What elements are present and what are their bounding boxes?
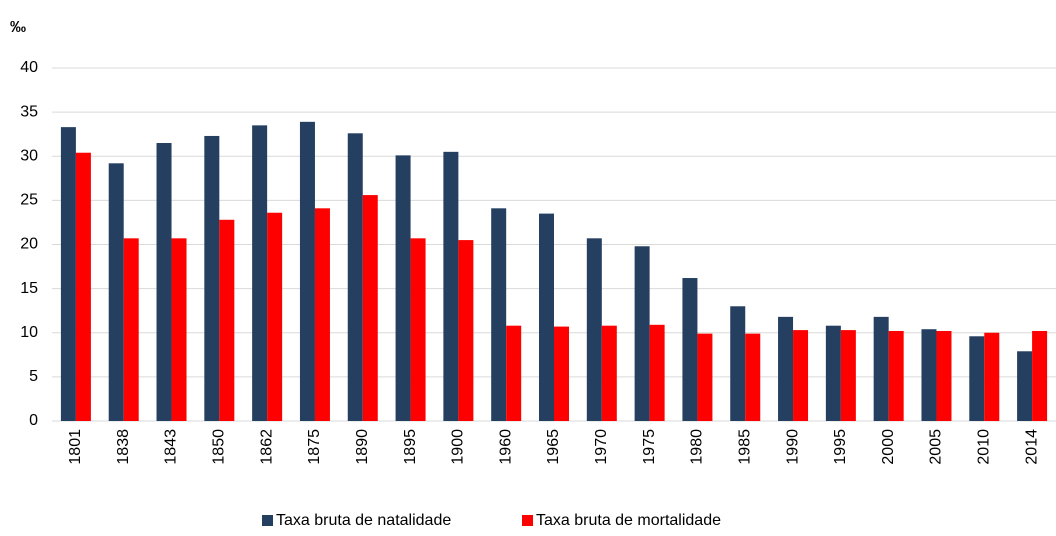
bar xyxy=(267,212,283,421)
bar xyxy=(539,213,554,421)
bar xyxy=(840,330,856,421)
x-tick-label: 2000 xyxy=(880,429,897,465)
y-tick-label: 35 xyxy=(20,103,38,120)
bar xyxy=(506,325,522,421)
x-tick-label: 1895 xyxy=(402,429,419,465)
x-tick-label: 1995 xyxy=(832,429,849,465)
bar xyxy=(156,143,172,421)
x-tick-label: 1843 xyxy=(163,429,180,465)
bar xyxy=(60,127,76,421)
bar xyxy=(458,240,474,421)
y-tick-label: 20 xyxy=(20,236,38,253)
y-tick-label: 30 xyxy=(20,147,38,164)
bar xyxy=(123,238,139,421)
bar xyxy=(491,208,507,421)
bar xyxy=(936,330,952,421)
legend-label: Taxa bruta de mortalidade xyxy=(536,512,721,529)
bar xyxy=(649,324,665,421)
legend-swatch xyxy=(522,515,533,526)
bar xyxy=(601,325,617,421)
bar xyxy=(873,316,889,421)
y-tick-label: 0 xyxy=(29,412,38,429)
bar xyxy=(634,246,650,421)
bar xyxy=(314,208,330,421)
y-tick-label: 25 xyxy=(20,192,38,209)
y-tick-label: 40 xyxy=(20,59,38,76)
x-tick-label: 1990 xyxy=(784,429,801,465)
bar xyxy=(219,219,235,421)
bar xyxy=(204,135,220,421)
x-tick-label: 1960 xyxy=(497,429,514,465)
bar xyxy=(108,163,124,421)
bar xyxy=(682,278,698,421)
bar xyxy=(921,329,937,421)
bar xyxy=(793,330,809,421)
y-axis-label: ‰ xyxy=(10,19,26,36)
bar xyxy=(362,195,378,421)
bar xyxy=(347,133,363,421)
x-tick-label: 1985 xyxy=(736,429,753,465)
y-tick-label: 10 xyxy=(20,324,38,341)
bar xyxy=(299,121,315,422)
bar xyxy=(554,326,569,421)
bar xyxy=(75,152,91,421)
legend-label: Taxa bruta de natalidade xyxy=(276,512,451,529)
x-tick-label: 1801 xyxy=(67,429,84,465)
x-tick-label: 1975 xyxy=(641,429,658,465)
bar xyxy=(586,238,602,421)
bar xyxy=(984,332,1000,421)
x-tick-label: 1875 xyxy=(306,429,323,465)
x-tick-label: 1970 xyxy=(593,429,610,465)
x-tick-label: 2005 xyxy=(928,429,945,465)
x-tick-label: 1900 xyxy=(450,429,467,465)
x-tick-label: 1850 xyxy=(211,429,228,465)
x-tick-label: 1965 xyxy=(545,429,562,465)
x-tick-label: 1862 xyxy=(258,429,275,465)
x-tick-label: 2010 xyxy=(976,429,993,465)
bar xyxy=(171,238,187,421)
bar xyxy=(730,306,746,421)
bar xyxy=(1032,330,1048,421)
bar xyxy=(252,125,268,422)
x-tick-label: 1980 xyxy=(689,429,706,465)
bar xyxy=(410,238,426,421)
bar xyxy=(697,333,713,421)
x-tick-label: 1890 xyxy=(354,429,371,465)
bar xyxy=(888,330,904,421)
bar xyxy=(778,316,794,421)
bar xyxy=(1017,351,1033,421)
x-tick-label: 2014 xyxy=(1023,429,1040,465)
legend-swatch xyxy=(262,515,273,526)
bar xyxy=(395,155,411,421)
y-tick-label: 5 xyxy=(29,368,38,385)
bar xyxy=(745,333,761,421)
bar xyxy=(969,336,985,421)
x-tick-label: 1838 xyxy=(115,429,132,465)
bar xyxy=(443,151,459,421)
bar xyxy=(825,325,841,421)
y-tick-label: 15 xyxy=(20,280,38,297)
